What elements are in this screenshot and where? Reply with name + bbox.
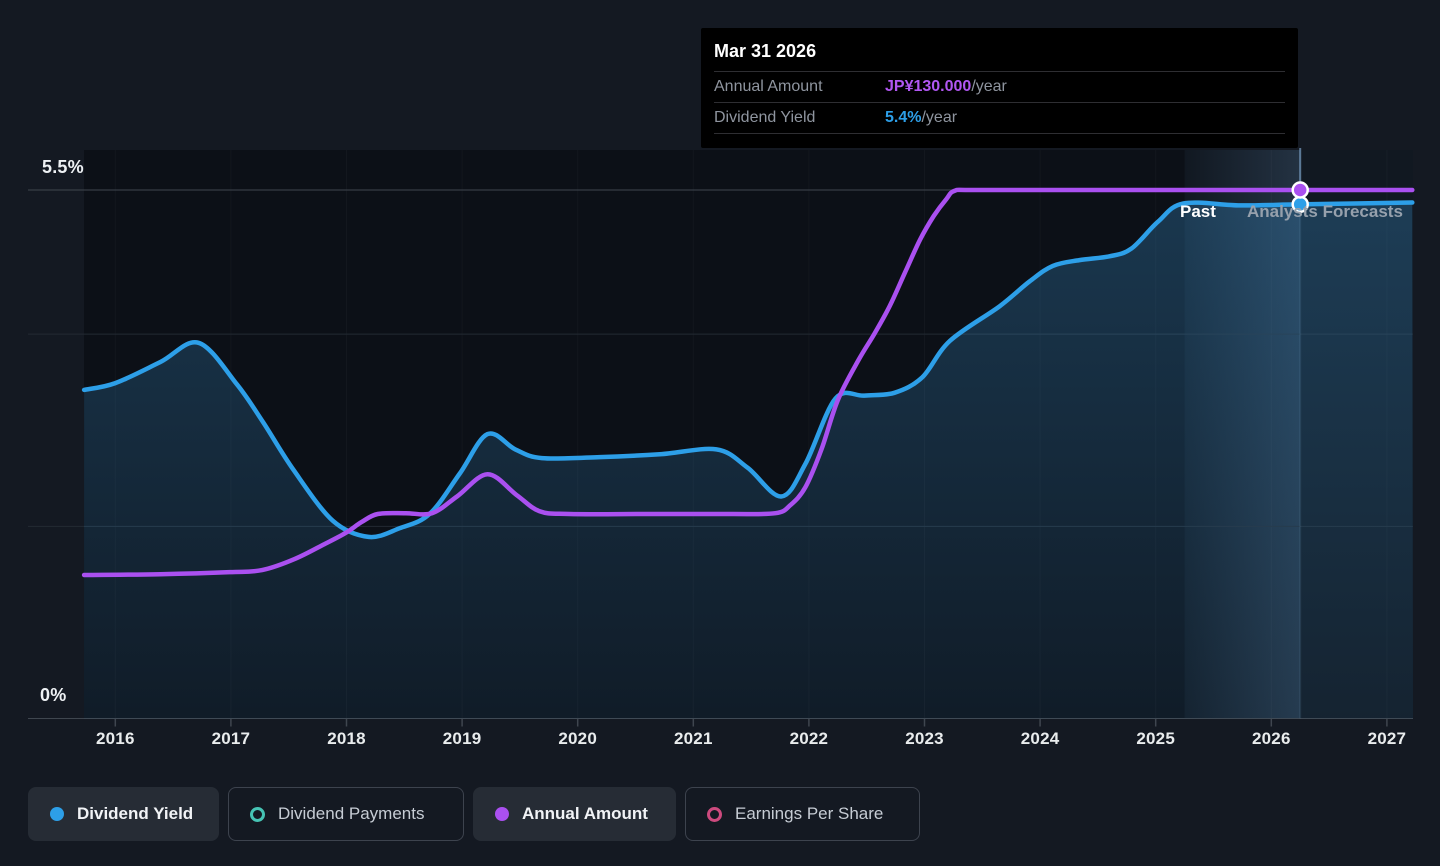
- tooltip-value: JP¥130.000: [885, 78, 972, 95]
- x-axis-label: 2024: [1020, 729, 1060, 748]
- x-axis-label: 2027: [1367, 729, 1407, 748]
- y-axis-max-label: 5.5%: [42, 157, 84, 177]
- y-axis-zero-label: 0%: [40, 685, 67, 705]
- annual-amount-dot-icon: [495, 807, 509, 821]
- x-axis-label: 2019: [442, 729, 482, 748]
- tooltip-row-annual-amount: Annual Amount JP¥130.000/year: [714, 72, 1285, 103]
- legend-label: Annual Amount: [522, 804, 648, 823]
- x-axis-label: 2018: [327, 729, 366, 748]
- tooltip-value: 5.4%: [885, 109, 922, 126]
- tooltip-value-suffix: /year: [971, 78, 1007, 95]
- x-axis-label: 2022: [789, 729, 829, 748]
- dividend-yield-line: [81, 200, 1415, 540]
- legend-button-earnings-per-share[interactable]: Earnings Per Share: [685, 787, 920, 841]
- x-axis-label: 2021: [673, 729, 713, 748]
- tooltip-value-suffix: /year: [921, 109, 958, 126]
- legend-button-annual-amount[interactable]: Annual Amount: [473, 787, 676, 841]
- legend-button-dividend-yield[interactable]: Dividend Yield: [28, 787, 219, 841]
- x-axis-label: 2020: [558, 729, 597, 748]
- tooltip-date: Mar 31 2026: [714, 28, 1285, 72]
- tooltip-label: Dividend Yield: [714, 109, 816, 126]
- legend: Dividend Yield Dividend Payments Annual …: [28, 787, 920, 841]
- earnings-per-share-ring-icon: [707, 806, 722, 822]
- legend-label: Dividend Payments: [278, 804, 425, 823]
- legend-label: Dividend Yield: [77, 804, 194, 823]
- tooltip-row-dividend-yield: Dividend Yield 5.4%/year: [714, 103, 1285, 134]
- tooltip-label: Annual Amount: [714, 78, 823, 95]
- x-axis-label: 2016: [95, 729, 135, 748]
- dividend-yield-area: [84, 202, 1413, 719]
- past-region-label: Past: [1180, 202, 1216, 221]
- annual-amount-line: [81, 187, 1415, 578]
- x-axis-label: 2023: [905, 729, 944, 748]
- x-axis-label: 2017: [211, 729, 251, 748]
- x-axis-label: 2026: [1251, 729, 1291, 748]
- forecast-region-label: Analysts Forecasts: [1247, 202, 1403, 221]
- chart-tooltip: Mar 31 2026 Annual Amount JP¥130.000/yea…: [701, 28, 1298, 148]
- x-axis: 2016 2017 2018 2019 2020 2021 2022 2023 2024 2025…: [0, 729, 1440, 755]
- dividend-yield-dot-icon: [50, 807, 64, 821]
- legend-button-dividend-payments[interactable]: Dividend Payments: [228, 787, 464, 841]
- x-axis-label: 2025: [1136, 729, 1175, 748]
- annual-amount-marker[interactable]: [1291, 181, 1309, 199]
- legend-label: Earnings Per Share: [735, 804, 884, 823]
- dividend-payments-ring-icon: [250, 806, 265, 822]
